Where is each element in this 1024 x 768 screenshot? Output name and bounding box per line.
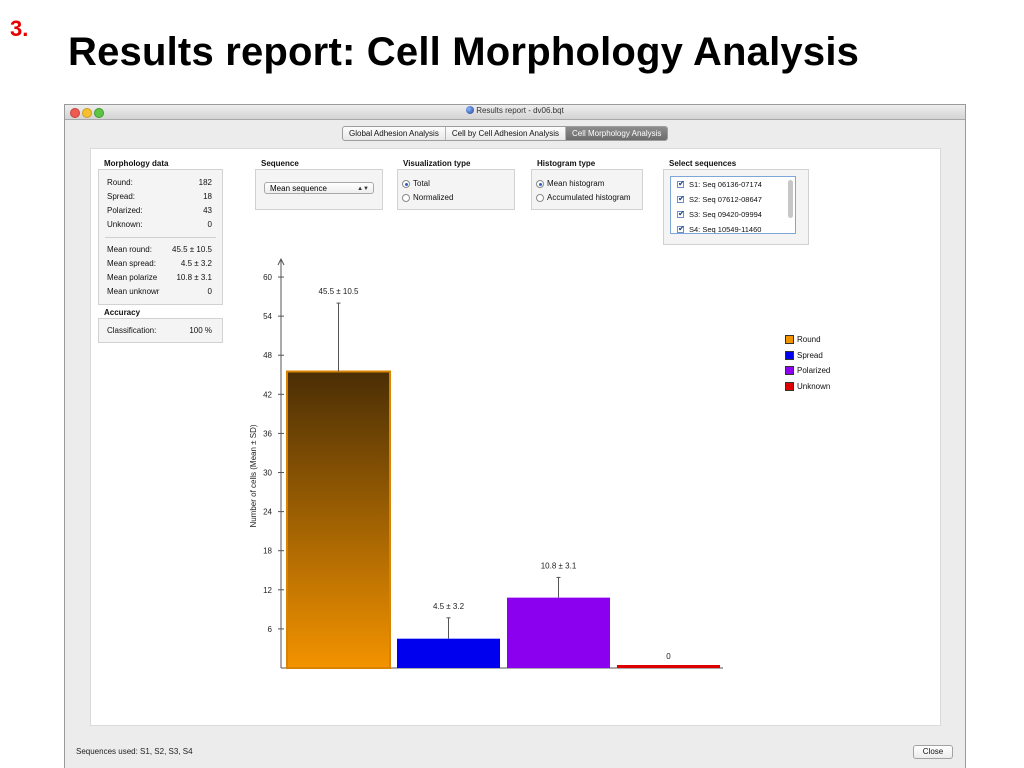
radio-on-icon [536,179,544,188]
y-axis-arrow-icon [277,257,285,266]
legend-item-round: Round [785,332,830,348]
tab-cell-by-cell-adhesion[interactable]: Cell by Cell Adhesion Analysis [446,127,567,140]
radio-mean-histogram[interactable]: Mean histogram [536,179,604,188]
radio-off-icon [402,193,410,202]
radio-total[interactable]: Total [402,179,430,188]
radio-accumulated-histogram[interactable]: Accumulated histogram [536,193,631,202]
zoom-window-icon[interactable] [94,108,104,118]
checkbox-checked-icon[interactable] [677,179,685,188]
data-label: 45.5 ± 10.5 [319,287,360,296]
y-tick-label: 6 [268,625,273,634]
legend-swatch [785,381,794,391]
legend-item-spread: Spread [785,348,830,364]
y-tick-label: 48 [263,351,272,360]
divider [105,237,216,238]
morphology-heading: Morphology data [104,159,169,168]
legend-item-polarized: Polarized [785,363,830,379]
bar-chart: 6 12 18 24 30 36 42 48 54 60 Number of cells (Mean… [249,257,723,669]
tab-bar: Global Adhesion Analysis Cell by Cell Ad… [342,126,669,141]
bar-unknown [617,665,720,668]
legend-swatch [785,335,794,345]
y-tick-label: 24 [263,508,272,517]
legend-swatch [785,366,794,376]
accuracy-panel: Classification: 100 % [98,318,223,343]
report-content: Morphology data Round: 182 Spread: 18 Pola… [90,148,941,726]
y-axis-label: Number of cells (Mean ± SD) [249,424,258,527]
checkbox-checked-icon[interactable] [677,194,685,203]
histogram-heading: Histogram type [537,159,596,168]
sequence-item-s4[interactable]: S4: Seq 10549-11460 [677,224,761,233]
y-tick-label: 42 [263,390,272,399]
sequence-item-s2[interactable]: S2: Seq 07612-08647 [677,194,762,204]
tab-global-adhesion[interactable]: Global Adhesion Analysis [343,127,446,140]
data-label: 4.5 ± 3.2 [433,602,465,611]
y-tick-label: 18 [263,547,272,556]
y-tick-label: 54 [263,312,272,321]
window-titlebar: Results report - dv06.bqt [65,105,965,120]
sequence-item-s1[interactable]: S1: Seq 06136-07174 [677,179,762,189]
slide-title: Results report: Cell Morphology Analysis [68,30,860,74]
radio-off-icon [536,193,544,202]
y-tick-label: 36 [263,429,272,438]
checkbox-checked-icon[interactable] [677,209,685,218]
sequence-item-s3[interactable]: S3: Seq 09420-09994 [677,209,762,219]
y-tick-label: 30 [263,469,272,478]
tab-cell-morphology[interactable]: Cell Morphology Analysis [566,127,668,140]
sequence-panel: Mean sequence ▲▼ [255,169,383,210]
chart-legend: Round Spread Polarized Unknown [785,332,830,394]
results-window: Results report - dv06.bqt Global Adhesio… [64,104,966,768]
bar-spread [397,638,500,668]
y-tick-label: 60 [263,273,272,282]
visualization-panel: Total Normalized [397,169,515,210]
bar-polarized [507,597,610,668]
legend-swatch [785,350,794,360]
morphology-panel: Round: 182 Spread: 18 Polarized: 43 Unknown… [98,169,223,305]
close-window-icon[interactable] [70,108,80,118]
y-tick-label: 12 [263,586,272,595]
accuracy-heading: Accuracy [104,308,141,317]
checkbox-checked-icon[interactable] [677,224,685,233]
data-label: 0 [666,652,671,661]
sequence-select[interactable]: Mean sequence ▲▼ [264,182,374,194]
legend-item-unknown: Unknown [785,379,830,395]
sequence-heading: Sequence [261,159,299,168]
data-label: 10.8 ± 3.1 [541,561,577,570]
visualization-heading: Visualization type [403,159,471,168]
select-sequences-panel: S1: Seq 06136-07174 S2: Seq 07612-08647 … [663,169,809,245]
app-icon [466,106,475,114]
select-sequences-heading: Select sequences [669,159,737,168]
slide-number: 3. [10,16,29,41]
sequence-list[interactable]: S1: Seq 06136-07174 S2: Seq 07612-08647 … [670,176,796,234]
radio-on-icon [402,179,410,188]
window-title: Results report - dv06.bqt [65,106,965,115]
sequences-used-text: Sequences used: S1, S2, S3, S4 [76,747,193,756]
close-button[interactable]: Close [913,745,953,759]
radio-normalized[interactable]: Normalized [402,193,453,202]
histogram-panel: Mean histogram Accumulated histogram [531,169,643,210]
bar-round [286,370,391,669]
list-scrollbar[interactable] [788,180,793,218]
minimize-window-icon[interactable] [82,108,92,118]
updown-icon: ▲▼ [357,186,369,192]
